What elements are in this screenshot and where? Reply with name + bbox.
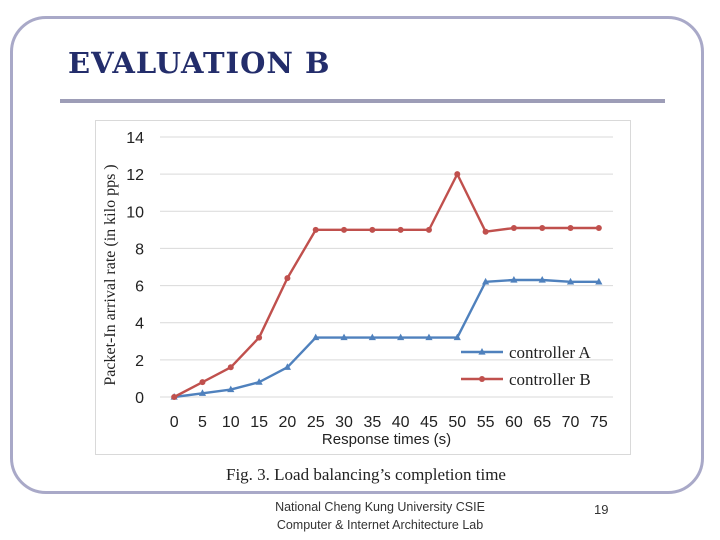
data-point: [510, 276, 518, 283]
y-tick-label: 8: [135, 241, 144, 258]
series-line: [173, 172, 599, 399]
data-point: [369, 226, 376, 233]
data-point: [284, 275, 291, 282]
data-point: [595, 225, 602, 231]
chart-area: 0 2 4 6 8 10 12 14 0 5 10 15 20 25 30 35 40 45 50 55 60 65 70 7…: [95, 120, 631, 455]
data-point: [479, 376, 485, 382]
data-point: [567, 225, 574, 231]
footer: National Cheng Kung University CSIE Comp…: [255, 498, 505, 534]
data-point: [454, 171, 461, 178]
y-tick-label: 6: [135, 279, 144, 296]
data-point: [198, 389, 207, 396]
x-tick-label: 55: [477, 414, 495, 431]
y-tick-label: 4: [135, 316, 144, 333]
x-tick-label: 60: [505, 414, 523, 431]
legend-label: controller A: [509, 343, 591, 362]
data-point: [539, 225, 546, 231]
slide-title: EVALUATION B: [68, 46, 331, 80]
y-tick-label: 10: [126, 204, 144, 221]
data-point: [397, 333, 405, 341]
data-point: [538, 276, 546, 283]
x-tick-label: 20: [279, 414, 297, 431]
data-point: [341, 226, 348, 233]
data-point: [227, 364, 234, 371]
data-point: [425, 226, 432, 233]
data-point: [255, 378, 263, 385]
data-point: [340, 333, 348, 341]
data-point: [368, 333, 376, 341]
x-tick-label: 50: [448, 414, 466, 431]
data-point: [256, 334, 263, 341]
x-tick-label: 65: [533, 414, 551, 431]
x-tick-label: 70: [562, 414, 580, 431]
title-divider: [60, 99, 665, 103]
footer-university: National Cheng Kung University CSIE: [275, 500, 485, 514]
y-tick-label: 12: [126, 167, 144, 184]
x-tick-label: 75: [590, 414, 608, 431]
line-chart: 0 2 4 6 8 10 12 14 0 5 10 15 20 25 30 35 40 45 50 55 60 65 70 7…: [102, 130, 613, 448]
footer-lab: Computer & Internet Architecture Lab: [276, 518, 484, 532]
data-point: [478, 348, 486, 355]
data-point: [481, 277, 490, 285]
y-axis-title: Packet-In arrival rate (in kilo pps ): [102, 164, 119, 385]
x-tick-label: 10: [222, 414, 240, 431]
x-tick-label: 0: [170, 414, 179, 431]
x-tick-label: 25: [307, 414, 325, 431]
x-tick-label: 30: [335, 414, 353, 431]
y-tick-label: 2: [135, 353, 144, 370]
y-tick-label: 14: [126, 130, 144, 147]
data-point: [312, 226, 319, 233]
data-point: [283, 363, 292, 370]
data-point: [425, 333, 433, 341]
data-point: [595, 277, 603, 285]
data-point: [397, 226, 404, 233]
x-tick-label: 35: [363, 414, 381, 431]
y-tick-label: 0: [135, 390, 144, 407]
data-point: [510, 225, 517, 231]
data-point: [482, 228, 489, 235]
x-tick-label: 5: [198, 414, 207, 431]
legend-label: controller B: [509, 370, 591, 389]
x-tick-label: 40: [392, 414, 410, 431]
x-tick-label: 15: [250, 414, 268, 431]
figure-caption: Fig. 3. Load balancing’s completion time: [226, 465, 506, 484]
data-point: [227, 385, 235, 393]
series-line: [174, 278, 599, 399]
data-point: [171, 394, 178, 400]
data-point: [566, 277, 575, 285]
x-axis-title: Response times (s): [322, 431, 451, 448]
data-point: [453, 333, 461, 341]
data-point: [199, 379, 206, 386]
page-number: 19: [594, 502, 609, 517]
x-tick-label: 45: [420, 414, 438, 431]
data-point: [312, 333, 320, 341]
